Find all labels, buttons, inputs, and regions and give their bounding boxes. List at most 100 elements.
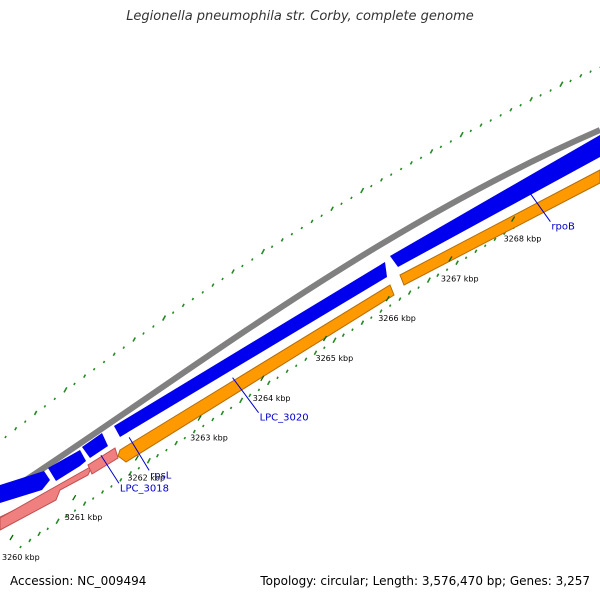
- gc-skew-mark: [211, 283, 215, 288]
- gc-skew-mark: [221, 277, 224, 281]
- gc-skew-mark: [429, 148, 434, 154]
- gc-skew-mark: [82, 501, 87, 506]
- gc-skew-mark: [14, 426, 18, 431]
- gc-skew-mark: [509, 107, 513, 112]
- ruler-tick: [134, 455, 139, 461]
- gc-skew-mark: [483, 244, 487, 248]
- gc-content-outer-track: [4, 66, 600, 439]
- gc-skew-mark: [91, 497, 95, 500]
- gc-skew-mark: [33, 410, 38, 416]
- gc-skew-mark: [201, 290, 205, 294]
- gc-skew-mark: [360, 187, 365, 194]
- gc-skew-mark: [379, 177, 384, 182]
- ruler-tick: [197, 415, 202, 421]
- rna-gene-block[interactable]: [0, 464, 94, 531]
- gc-skew-mark: [351, 328, 354, 332]
- gc-skew-mark: [469, 129, 473, 133]
- reverse-cds-arrow[interactable]: [117, 284, 395, 463]
- gc-skew-mark: [330, 206, 334, 212]
- gc-skew-mark: [137, 466, 141, 470]
- gc-skew-mark: [19, 545, 22, 549]
- gc-skew-mark: [276, 376, 279, 380]
- gc-skew-mark: [4, 435, 7, 439]
- gc-skew-mark: [350, 196, 353, 200]
- ruler-tick: [72, 494, 77, 501]
- gc-skew-mark: [229, 406, 233, 410]
- ruler-tick-label: 3268 kbp: [504, 235, 542, 244]
- gc-skew-mark: [132, 337, 136, 342]
- gc-skew-mark: [64, 514, 68, 519]
- gc-skew-mark: [142, 332, 145, 335]
- ruler-tick: [260, 375, 265, 382]
- gc-skew-mark: [28, 538, 32, 543]
- gc-skew-mark: [455, 260, 459, 266]
- forward-gene-arrow[interactable]: [114, 262, 387, 437]
- ruler-tick-label: 3266 kbp: [378, 314, 416, 323]
- gc-skew-mark: [320, 214, 323, 218]
- gene-label[interactable]: rpsL: [150, 470, 172, 481]
- ruler-tick: [9, 534, 14, 541]
- ruler-tick-label: 3265 kbp: [316, 354, 354, 363]
- gc-skew-mark: [436, 273, 440, 278]
- gc-skew-mark: [499, 113, 502, 117]
- reverse-cds-arrow[interactable]: [399, 169, 600, 286]
- gc-skew-mark: [479, 123, 483, 128]
- gc-skew-mark: [419, 156, 423, 160]
- gc-skew-mark: [83, 374, 87, 378]
- gc-skew-mark: [323, 346, 326, 350]
- gc-skew-mark: [341, 333, 345, 338]
- gc-skew-mark: [183, 436, 187, 440]
- gc-skew-mark: [241, 264, 244, 268]
- gc-skew-mark: [300, 226, 304, 230]
- gc-skew-mark: [313, 350, 318, 356]
- gc-skew-mark: [445, 268, 449, 272]
- gc-skew-mark: [388, 304, 392, 308]
- ruler-tick-label: 3267 kbp: [441, 274, 479, 283]
- gene-label[interactable]: LPC_3020: [260, 413, 309, 424]
- ruler-tick-label: 3263 kbp: [190, 434, 228, 443]
- gc-skew-mark: [266, 380, 271, 386]
- forward-gene-arrow[interactable]: [0, 471, 50, 503]
- genome-summary: Topology: circular; Length: 3,576,470 bp…: [260, 574, 590, 588]
- gc-skew-mark: [257, 388, 261, 392]
- gene-label-leader: [232, 377, 259, 414]
- gc-skew-mark: [332, 337, 337, 344]
- gc-skew-mark: [449, 140, 453, 143]
- ruler-tick: [448, 256, 453, 262]
- forward-gene-arrow[interactable]: [48, 450, 86, 481]
- rna-gene-block[interactable]: [87, 447, 119, 475]
- gc-skew-mark: [73, 382, 76, 386]
- ruler-tick-label: 3262 kbp: [127, 473, 165, 482]
- gc-skew-mark: [304, 357, 308, 362]
- gc-skew-mark: [152, 325, 155, 328]
- gc-skew-mark: [231, 269, 235, 274]
- gc-skew-mark: [211, 417, 215, 422]
- gc-skew-mark: [155, 453, 160, 458]
- accession-label: Accession: NC_009494: [10, 574, 147, 588]
- gene-label[interactable]: rpoB: [551, 222, 575, 233]
- gc-skew-mark: [529, 96, 533, 102]
- gc-skew-mark: [417, 286, 420, 290]
- gene-label-leader: [128, 437, 150, 471]
- gc-skew-mark: [174, 440, 178, 446]
- gc-skew-mark: [389, 173, 393, 177]
- gene-label[interactable]: LPC_3018: [120, 483, 169, 494]
- gc-skew-mark: [55, 518, 60, 525]
- gc-skew-mark: [46, 527, 49, 531]
- gc-skew-mark: [569, 79, 572, 83]
- gc-skew-mark: [407, 290, 412, 296]
- gc-skew-mark: [43, 404, 47, 408]
- gc-skew-mark: [251, 258, 254, 261]
- gc-skew-mark: [589, 70, 592, 73]
- gc-skew-mark: [146, 457, 151, 464]
- gc-skew-mark: [112, 352, 116, 357]
- forward-gene-arrow[interactable]: [82, 433, 108, 458]
- gc-skew-mark: [102, 360, 106, 364]
- forward-gene-arrow[interactable]: [390, 135, 600, 267]
- gc-skew-mark: [474, 249, 478, 254]
- gc-skew-mark: [248, 393, 252, 398]
- gc-skew-mark: [270, 245, 274, 249]
- gene-label-leader: [100, 455, 120, 484]
